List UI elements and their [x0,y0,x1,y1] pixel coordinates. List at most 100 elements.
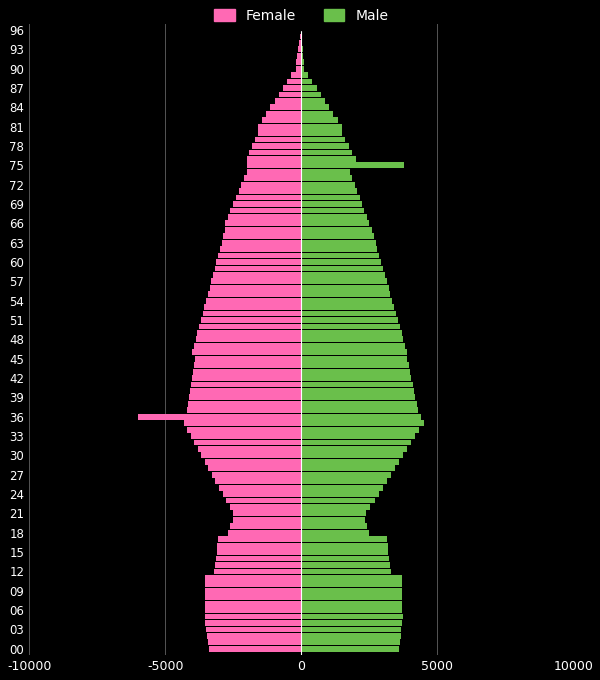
Bar [301,85,317,91]
Bar [301,633,401,639]
Bar [217,549,301,555]
Bar [189,394,301,401]
Bar [208,465,301,471]
Bar [301,40,302,46]
Bar [298,46,301,52]
Bar [247,156,301,162]
Bar [214,568,301,575]
Bar [205,304,301,310]
Bar [213,272,301,278]
Bar [301,137,346,143]
Bar [301,639,400,645]
Bar [301,207,364,214]
Bar [236,194,301,201]
Bar [195,356,301,362]
Bar [301,317,398,323]
Bar [221,240,301,245]
Bar [239,188,301,194]
Bar [301,188,357,194]
Bar [301,150,352,155]
Bar [191,381,301,388]
Bar [199,324,301,329]
Bar [194,343,301,349]
Bar [194,439,301,445]
Bar [230,207,301,214]
Bar [301,201,362,207]
Bar [215,562,301,568]
Bar [301,298,392,303]
Bar [301,324,400,329]
Bar [301,337,403,342]
Bar [301,607,402,613]
Bar [301,433,415,439]
Bar [301,407,418,413]
Bar [205,600,301,607]
Bar [301,549,388,555]
Bar [301,111,334,117]
Bar [301,581,402,588]
Bar [301,350,407,355]
Bar [296,53,301,58]
Bar [205,581,301,588]
Bar [270,105,301,110]
Bar [205,588,301,594]
Bar [296,66,301,71]
Bar [301,233,374,239]
Bar [301,439,411,445]
Bar [301,124,342,130]
Bar [233,517,301,523]
Bar [230,504,301,510]
Bar [301,131,342,136]
Bar [225,227,301,233]
Bar [301,163,404,168]
Bar [301,105,329,110]
Bar [301,530,369,536]
Bar [257,131,301,136]
Bar [301,498,374,503]
Bar [266,111,301,117]
Bar [215,266,301,271]
Bar [301,401,417,407]
Bar [201,317,301,323]
Bar [208,291,301,297]
Bar [205,607,301,613]
Bar [301,375,411,381]
Bar [301,143,349,149]
Bar [207,633,301,639]
Bar [209,285,301,291]
Bar [138,414,301,420]
Bar [301,427,419,432]
Bar [301,227,372,233]
Bar [250,150,301,155]
Bar [301,626,401,632]
Bar [230,524,301,529]
Bar [301,182,355,188]
Bar [301,356,407,362]
Bar [223,491,301,497]
Bar [301,175,352,181]
Bar [192,375,301,381]
Bar [205,575,301,581]
Bar [233,201,301,207]
Bar [301,266,383,271]
Bar [193,350,301,355]
Bar [301,524,367,529]
Bar [197,330,301,336]
Bar [206,626,301,632]
Bar [279,92,301,97]
Bar [301,53,304,58]
Bar [301,543,388,549]
Bar [301,562,390,568]
Bar [196,337,301,342]
Bar [301,478,387,484]
Bar [301,156,356,162]
Bar [301,446,407,452]
Bar [219,485,301,490]
Bar [301,420,424,426]
Bar [301,575,402,581]
Bar [301,259,381,265]
Bar [203,311,301,316]
Bar [187,427,301,432]
Bar [220,246,301,252]
Bar [301,485,383,490]
